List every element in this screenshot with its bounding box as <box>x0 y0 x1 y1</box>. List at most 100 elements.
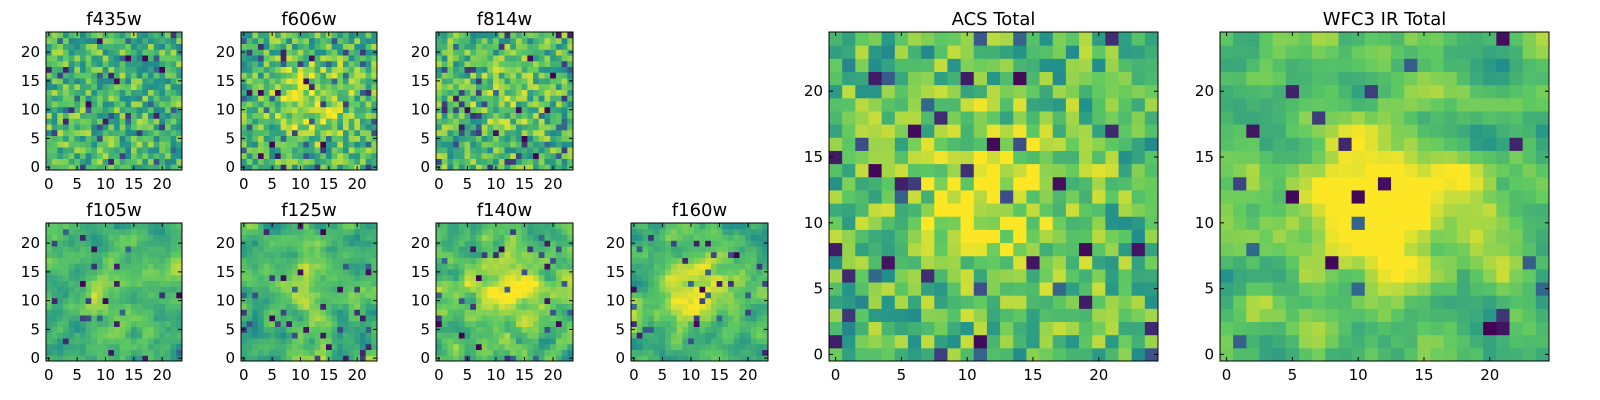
heatmap-cell <box>91 106 98 113</box>
heatmap-cell <box>481 320 488 327</box>
heatmap-cell <box>728 228 735 235</box>
x-tick-label: 10 <box>958 366 977 384</box>
heatmap-cell <box>125 78 132 85</box>
heatmap-cell <box>722 274 729 281</box>
heatmap-cell <box>170 66 177 73</box>
heatmap-cell <box>464 240 471 247</box>
heatmap-cell <box>263 280 270 287</box>
heatmap-cell <box>1118 110 1133 125</box>
heatmap-cell <box>97 55 104 62</box>
heatmap-cell <box>487 315 494 322</box>
heatmap-cell <box>258 251 265 258</box>
heatmap-cell <box>326 286 333 293</box>
heatmap-cell <box>676 280 683 287</box>
heatmap-cell <box>855 242 869 257</box>
heatmap-cell <box>258 60 265 67</box>
heatmap-cell <box>470 37 477 44</box>
heatmap-cell <box>481 315 488 322</box>
heatmap-cell <box>636 292 643 299</box>
heatmap-cell <box>642 297 649 304</box>
heatmap-cell <box>68 223 75 230</box>
heatmap-cell <box>297 274 304 281</box>
heatmap-cell <box>165 257 172 264</box>
heatmap-cell <box>153 112 160 119</box>
heatmap-cell <box>320 263 327 270</box>
heatmap-cell <box>159 338 166 345</box>
heatmap-cell <box>739 269 746 276</box>
heatmap-cell <box>131 152 138 159</box>
heatmap-cell <box>91 292 98 299</box>
heatmap-cell <box>280 152 287 159</box>
heatmap-cell <box>447 152 454 159</box>
heatmap-cell <box>246 112 253 119</box>
heatmap-cell <box>314 72 321 79</box>
heatmap-cell <box>527 257 534 264</box>
heatmap-cell <box>102 124 109 131</box>
heatmap-cell <box>286 223 293 230</box>
heatmap-cell <box>521 228 528 235</box>
heatmap-cell <box>269 280 276 287</box>
heatmap-cell <box>699 286 706 293</box>
heatmap-cell <box>947 334 962 349</box>
heatmap-cell <box>142 338 149 345</box>
heatmap-cell <box>365 320 372 327</box>
heatmap-cell <box>286 83 293 90</box>
heatmap-cell <box>74 43 81 50</box>
heatmap-cell <box>365 112 372 119</box>
heatmap-cell <box>750 303 758 310</box>
heatmap-cell <box>447 343 454 350</box>
heatmap-cell <box>97 315 104 322</box>
heatmap-cell <box>269 292 276 299</box>
heatmap-cell <box>762 303 769 310</box>
heatmap-cell <box>275 240 282 247</box>
heatmap-cell <box>739 286 746 293</box>
heatmap-cell <box>842 150 856 165</box>
heatmap-cell <box>538 315 545 322</box>
heatmap-cell <box>544 297 551 304</box>
heatmap-cell <box>648 286 655 293</box>
heatmap-cell <box>550 66 557 73</box>
heatmap-cell <box>153 89 160 96</box>
heatmap-cell <box>80 246 87 253</box>
heatmap-cell <box>533 78 540 85</box>
y-tick-label: 5 <box>813 280 823 298</box>
heatmap-cell <box>246 55 253 62</box>
heatmap-cell <box>365 135 372 142</box>
heatmap-cell <box>252 72 259 79</box>
heatmap-cell <box>550 303 557 310</box>
heatmap-cell <box>159 286 166 293</box>
heatmap-cell <box>464 72 471 79</box>
heatmap-cell <box>258 263 265 270</box>
heatmap-cell <box>458 37 466 44</box>
heatmap-cell <box>246 355 253 362</box>
heatmap-cell <box>470 95 477 102</box>
heatmap-cell <box>464 315 471 322</box>
heatmap-cell <box>550 129 557 136</box>
heatmap-cell <box>441 343 448 350</box>
heatmap-cell <box>555 112 563 119</box>
heatmap-cell <box>91 164 98 171</box>
heatmap-cell <box>504 315 511 322</box>
heatmap-cell <box>286 141 293 148</box>
heatmap-cell <box>670 292 678 299</box>
heatmap-cell <box>487 326 494 333</box>
heatmap-cell <box>710 234 718 241</box>
heatmap-cell <box>343 101 350 108</box>
heatmap-cell <box>907 255 922 270</box>
heatmap-cell <box>1092 97 1106 112</box>
heatmap-cell <box>246 251 253 258</box>
heatmap-cell <box>881 189 896 204</box>
heatmap-cell <box>131 129 138 136</box>
heatmap-cell <box>1522 321 1537 336</box>
heatmap-cell <box>1131 189 1146 204</box>
heatmap-cell <box>263 355 270 362</box>
heatmap-cell <box>1118 97 1133 112</box>
heatmap-cell <box>716 320 723 327</box>
heatmap-cell <box>648 355 655 362</box>
heatmap-cell <box>665 355 672 362</box>
heatmap-cell <box>498 338 505 345</box>
heatmap-cell <box>688 303 695 310</box>
heatmap-cell <box>716 292 723 299</box>
heatmap-cell <box>97 135 104 142</box>
heatmap-cell <box>986 229 1001 244</box>
